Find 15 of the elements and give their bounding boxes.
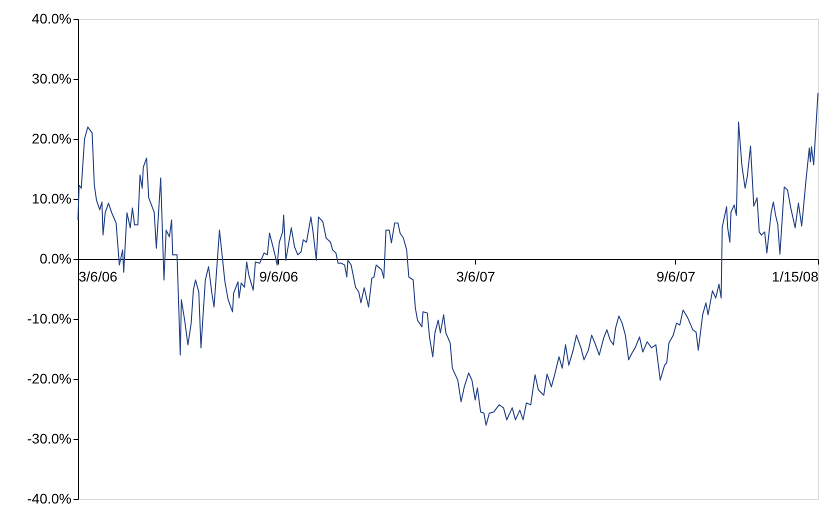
y-tick-label: -40.0%: [27, 490, 72, 506]
y-tick-label: -20.0%: [27, 370, 72, 386]
y-tick-label: 20.0%: [32, 130, 72, 146]
y-tick-label: -30.0%: [27, 430, 72, 446]
y-tick-label: 10.0%: [32, 190, 72, 206]
y-tick-label: 40.0%: [32, 10, 72, 26]
x-tick-label: 9/6/06: [259, 268, 298, 284]
x-tick-label: 9/6/07: [656, 268, 696, 284]
x-tick-label: 3/6/06: [78, 268, 118, 284]
y-tick-label: 30.0%: [32, 70, 72, 86]
x-tick-label: 3/6/07: [456, 268, 496, 284]
x-tick-label: 1/15/08: [772, 268, 819, 284]
y-tick-label: -10.0%: [27, 310, 72, 326]
y-tick-label: 0.0%: [40, 250, 72, 266]
line-series: [77, 92, 819, 426]
